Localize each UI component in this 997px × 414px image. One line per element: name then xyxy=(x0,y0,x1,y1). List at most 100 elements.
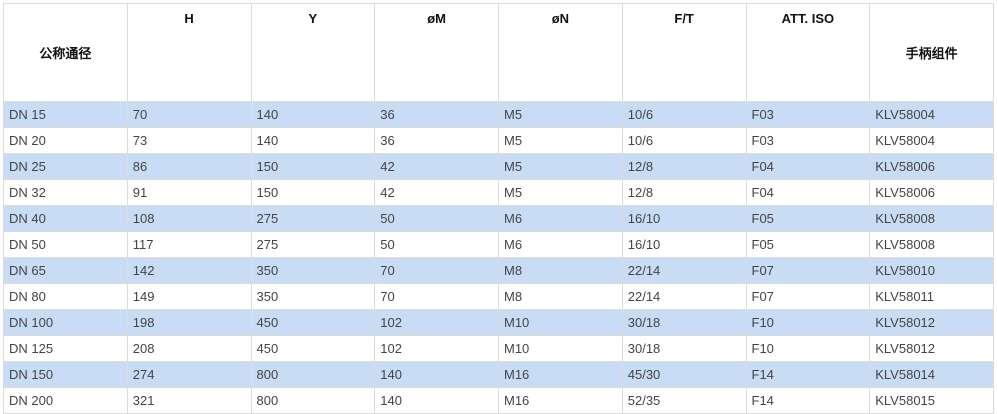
table-cell: 16/10 xyxy=(621,205,747,232)
table-cell: 208 xyxy=(126,335,252,362)
table-cell: KLV58011 xyxy=(869,283,994,310)
table-cell: DN 100 xyxy=(3,309,128,336)
table-cell: DN 50 xyxy=(3,231,128,258)
table-cell: F05 xyxy=(745,231,871,258)
table-cell: 70 xyxy=(126,101,252,128)
column-header: Y xyxy=(250,3,376,102)
table-cell: M8 xyxy=(498,257,623,284)
table-cell: 70 xyxy=(374,257,499,284)
table-cell: KLV58012 xyxy=(869,309,994,336)
table-cell: DN 80 xyxy=(3,283,128,310)
table-cell: KLV58008 xyxy=(869,231,994,258)
table-cell: F03 xyxy=(745,127,871,154)
table-cell: DN 20 xyxy=(3,127,128,154)
table-cell: M16 xyxy=(498,361,623,388)
column-header: 手柄组件 xyxy=(869,3,994,102)
table-cell: F04 xyxy=(745,153,871,180)
column-header: 公称通径 xyxy=(3,3,128,102)
table-cell: M6 xyxy=(498,231,623,258)
table-cell: 102 xyxy=(374,309,499,336)
table-cell: KLV58010 xyxy=(869,257,994,284)
table-cell: M5 xyxy=(498,101,623,128)
table-row: DN 100 198 450 102 M10 30/18 F10 KLV58012 xyxy=(3,309,994,336)
table-cell: 70 xyxy=(374,283,499,310)
table-cell: F04 xyxy=(745,179,871,206)
table-cell: M8 xyxy=(498,283,623,310)
table-cell: 150 xyxy=(250,179,376,206)
table-cell: M5 xyxy=(498,153,623,180)
table-cell: 102 xyxy=(374,335,499,362)
table-cell: DN 40 xyxy=(3,205,128,232)
table-row: DN 200 321 800 140 M16 52/35 F14 KLV58015 xyxy=(3,387,994,414)
table-cell: 275 xyxy=(250,205,376,232)
table-cell: KLV58006 xyxy=(869,153,994,180)
table-cell: 149 xyxy=(126,283,252,310)
table-cell: 150 xyxy=(250,153,376,180)
table-cell: 86 xyxy=(126,153,252,180)
column-header: H xyxy=(126,3,252,102)
table-row: DN 125 208 450 102 M10 30/18 F10 KLV58012 xyxy=(3,335,994,362)
table-cell: 16/10 xyxy=(621,231,747,258)
table-cell: M5 xyxy=(498,179,623,206)
table-cell: 108 xyxy=(126,205,252,232)
table-cell: 91 xyxy=(126,179,252,206)
table-cell: 10/6 xyxy=(621,127,747,154)
table-cell: 142 xyxy=(126,257,252,284)
table-cell: 45/30 xyxy=(621,361,747,388)
table-cell: 42 xyxy=(374,153,499,180)
table-row: DN 20 73 140 36 M5 10/6 F03 KLV58004 xyxy=(3,127,994,154)
table-cell: M6 xyxy=(498,205,623,232)
table-cell: 117 xyxy=(126,231,252,258)
table-cell: M10 xyxy=(498,309,623,336)
table-cell: 12/8 xyxy=(621,153,747,180)
column-header: ATT. ISO xyxy=(745,3,871,102)
table-row: DN 150 274 800 140 M16 45/30 F14 KLV58014 xyxy=(3,361,994,388)
table-cell: DN 65 xyxy=(3,257,128,284)
table-cell: 42 xyxy=(374,179,499,206)
table-cell: 10/6 xyxy=(621,101,747,128)
table-cell: 274 xyxy=(126,361,252,388)
table-cell: 450 xyxy=(250,335,376,362)
table-cell: F07 xyxy=(745,257,871,284)
table-row: DN 65 142 350 70 M8 22/14 F07 KLV58010 xyxy=(3,257,994,284)
table-cell: 140 xyxy=(250,101,376,128)
table-row: DN 50 117 275 50 M6 16/10 F05 KLV58008 xyxy=(3,231,994,258)
table-row: DN 40 108 275 50 M6 16/10 F05 KLV58008 xyxy=(3,205,994,232)
table-cell: KLV58012 xyxy=(869,335,994,362)
table-cell: 800 xyxy=(250,361,376,388)
table-cell: 50 xyxy=(374,205,499,232)
column-header: øN xyxy=(498,3,623,102)
table-row: DN 15 70 140 36 M5 10/6 F03 KLV58004 xyxy=(3,101,994,128)
table-cell: 30/18 xyxy=(621,309,747,336)
table-cell: 275 xyxy=(250,231,376,258)
table-cell: 198 xyxy=(126,309,252,336)
table-cell: KLV58004 xyxy=(869,127,994,154)
table-cell: DN 25 xyxy=(3,153,128,180)
table-cell: 22/14 xyxy=(621,283,747,310)
table-cell: DN 150 xyxy=(3,361,128,388)
table-cell: KLV58006 xyxy=(869,179,994,206)
column-header: F/T xyxy=(621,3,747,102)
table-cell: F10 xyxy=(745,335,871,362)
table-cell: 36 xyxy=(374,127,499,154)
table-cell: KLV58004 xyxy=(869,101,994,128)
table-cell: 36 xyxy=(374,101,499,128)
table-cell: F07 xyxy=(745,283,871,310)
table-cell: F05 xyxy=(745,205,871,232)
table-cell: F14 xyxy=(745,361,871,388)
table-cell: KLV58008 xyxy=(869,205,994,232)
table-cell: DN 32 xyxy=(3,179,128,206)
table-cell: 22/14 xyxy=(621,257,747,284)
table-row: DN 25 86 150 42 M5 12/8 F04 KLV58006 xyxy=(3,153,994,180)
table-cell: DN 125 xyxy=(3,335,128,362)
table-cell: 73 xyxy=(126,127,252,154)
table-cell: 350 xyxy=(250,257,376,284)
table-cell: 140 xyxy=(374,361,499,388)
column-header: øM xyxy=(374,3,499,102)
table-cell: F03 xyxy=(745,101,871,128)
table-cell: M5 xyxy=(498,127,623,154)
table-cell: 350 xyxy=(250,283,376,310)
table-cell: 50 xyxy=(374,231,499,258)
